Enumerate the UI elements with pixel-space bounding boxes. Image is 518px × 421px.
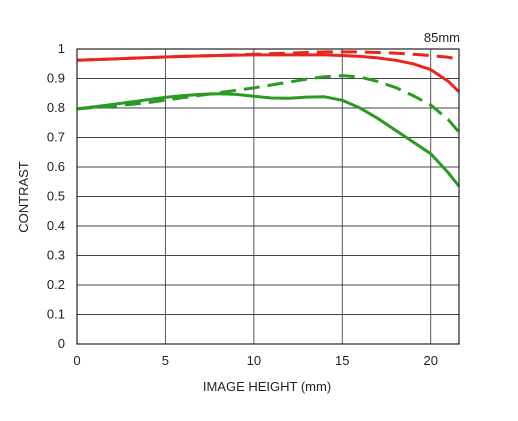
x-tick-label: 10	[247, 353, 261, 368]
y-tick-label: 0.7	[47, 130, 65, 145]
y-tick-label: 0.2	[47, 277, 65, 292]
y-tick-label: 0.5	[47, 189, 65, 204]
y-tick-label: 0.3	[47, 248, 65, 263]
series-line-4	[76, 74, 461, 134]
x-tick-labels: 0 5 10 15 20	[73, 353, 438, 368]
y-tick-label: 0.1	[47, 307, 65, 322]
series-lines	[76, 50, 461, 188]
y-tick-label: 0.4	[47, 218, 65, 233]
x-tick-label: 20	[423, 353, 437, 368]
chart-title: 85mm	[424, 30, 460, 45]
x-tick-label: 15	[335, 353, 349, 368]
plot-frame	[76, 48, 460, 345]
x-axis-label: IMAGE HEIGHT (mm)	[203, 379, 331, 394]
series-line-1	[76, 53, 461, 93]
grid	[76, 48, 459, 345]
y-axis-label: CONTRAST	[16, 161, 31, 233]
y-tick-label: 0.6	[47, 159, 65, 174]
y-tick-label: 0.8	[47, 100, 65, 115]
series-line-3	[76, 92, 461, 188]
series-line-2	[76, 50, 460, 62]
y-tick-label: 0	[58, 336, 65, 351]
x-tick-label: 5	[162, 353, 169, 368]
x-tick-label: 0	[73, 353, 80, 368]
y-tick-label: 0.9	[47, 71, 65, 86]
y-tick-label: 1	[58, 41, 65, 56]
y-tick-labels: 0 0.1 0.2 0.3 0.4 0.5 0.6 0.7 0.8 0.9 1	[47, 41, 65, 351]
